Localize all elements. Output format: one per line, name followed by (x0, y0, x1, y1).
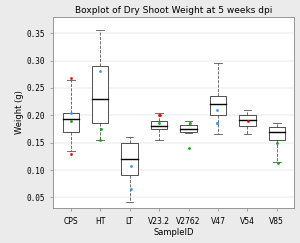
Bar (210, 96, 226, 115)
Title: Boxplot of Dry Shoot Weight at 5 weeks dpi: Boxplot of Dry Shoot Weight at 5 weeks d… (75, 6, 272, 15)
Y-axis label: Weight (g): Weight (g) (15, 91, 24, 134)
Bar (122, 143, 138, 175)
Bar (268, 127, 285, 140)
Bar (180, 125, 197, 132)
X-axis label: SampleID: SampleID (154, 228, 194, 237)
Bar (239, 115, 256, 126)
Bar (63, 113, 79, 132)
Bar (151, 121, 167, 129)
Bar (92, 66, 109, 123)
